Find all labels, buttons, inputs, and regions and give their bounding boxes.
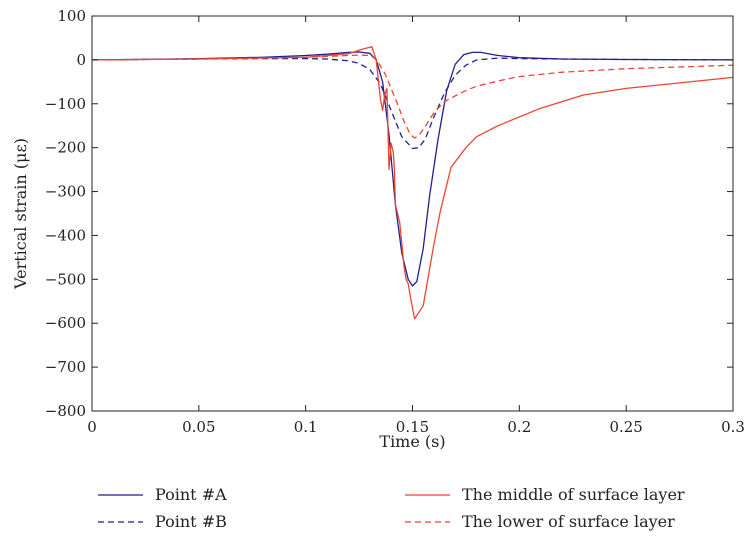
legend-label-3: The middle of surface layer bbox=[462, 485, 685, 504]
y-tick-label: −300 bbox=[45, 183, 86, 201]
x-tick-label: 0.3 bbox=[721, 418, 745, 436]
series-line-1 bbox=[91, 51, 734, 287]
series-line-2 bbox=[91, 57, 734, 150]
x-tick-label: 0.25 bbox=[609, 418, 642, 436]
legend-label-1: Point #A bbox=[155, 485, 227, 504]
x-tick-label: 0.2 bbox=[507, 418, 531, 436]
y-tick-label: −400 bbox=[45, 226, 86, 244]
legend-label-2: Point #B bbox=[155, 512, 227, 531]
x-tick-label: 0.05 bbox=[182, 418, 215, 436]
legend: Point #A Point #B The middle of surface la… bbox=[98, 485, 685, 531]
ticks-layer: 0 0.05 0.1 0.15 0.2 0.25 0.3 100 0 −100 −200 −300 −4… bbox=[45, 7, 745, 436]
plot-frame bbox=[91, 15, 734, 412]
y-tick-label: −800 bbox=[45, 402, 86, 420]
series-line-3 bbox=[91, 46, 734, 320]
y-tick-label: −600 bbox=[45, 314, 86, 332]
series-line-4 bbox=[91, 54, 734, 139]
x-axis-title: Time (s) bbox=[379, 432, 445, 451]
series-layer bbox=[91, 46, 734, 320]
y-tick-label: −700 bbox=[45, 358, 86, 376]
legend-label-4: The lower of surface layer bbox=[462, 512, 675, 531]
y-tick-label: −500 bbox=[45, 270, 86, 288]
y-tick-label: 100 bbox=[57, 7, 86, 25]
y-tick-label: −100 bbox=[45, 95, 86, 113]
x-tick-label: 0.15 bbox=[396, 418, 429, 436]
x-tick-label: 0.1 bbox=[294, 418, 318, 436]
y-tick-label: −200 bbox=[45, 139, 86, 157]
y-axis-title: Vertical strain (με) bbox=[11, 138, 30, 290]
x-tick-label: 0 bbox=[87, 418, 97, 436]
y-tick-label: 0 bbox=[76, 51, 86, 69]
